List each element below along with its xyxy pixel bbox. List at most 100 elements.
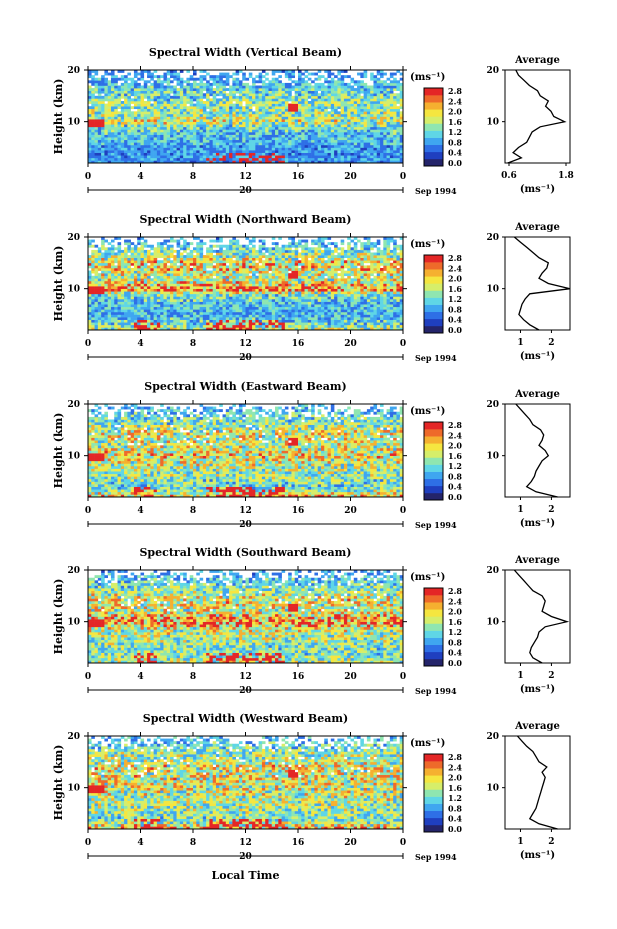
heatmap-cell [88,322,92,326]
heatmap-cell [153,139,158,143]
heatmap-cell [186,116,191,120]
heatmap-cell [209,327,213,331]
heatmap-cell [353,160,358,164]
heatmap-cell [324,121,328,125]
heatmap-cell [278,111,282,115]
heatmap-cell [219,108,223,112]
heatmap-cell [150,103,154,107]
heatmap-cell [320,75,325,79]
heatmap-cell [114,95,118,99]
heatmap-cell [156,306,161,310]
heatmap-cell [137,98,141,102]
heatmap-cell [370,157,374,161]
heatmap-cell [206,288,210,292]
heatmap-cell [334,90,338,94]
heatmap-cell [117,286,122,289]
heatmap-cell [311,88,315,91]
heatmap-cell [133,139,138,143]
heatmap-cell [357,98,361,102]
heatmap-cell [130,160,135,164]
heatmap-cell [189,116,194,120]
heatmap-cell [189,296,194,300]
heatmap-cell [380,75,384,79]
heatmap-cell [143,144,148,148]
heatmap-cell [114,98,118,102]
heatmap-cell [298,75,302,79]
heatmap-cell [206,286,210,289]
heatmap-cell [212,324,217,328]
heatmap-cell [110,280,115,284]
heatmap-cell [307,103,312,107]
heatmap-cell [150,309,154,313]
heatmap-cell [229,286,233,289]
heatmap-cell [209,121,213,125]
heatmap-cell [166,319,171,323]
heatmap-cell [363,134,368,138]
heatmap-cell [337,119,341,122]
heatmap-cell [229,101,233,104]
heatmap-cell [261,304,266,308]
heatmap-cell [275,77,279,81]
heatmap-cell [327,70,332,73]
heatmap-cell [88,280,92,284]
heatmap-cell [304,142,309,146]
heatmap-cell [248,90,253,94]
heatmap-cell [275,121,279,125]
heatmap-cell [334,126,338,130]
heatmap-cell [334,283,338,287]
heatmap-cell [117,327,122,331]
heatmap-cell [389,103,394,107]
heatmap-cell [324,317,328,320]
heatmap-cell [176,283,181,287]
heatmap-cell [88,129,92,133]
heatmap-cell [101,157,105,161]
heatmap-cell [202,304,207,308]
heatmap-cell [173,134,177,138]
heatmap-cell [209,288,213,292]
heatmap-cell [320,301,325,305]
heatmap-cell [288,139,292,143]
heatmap-cell [196,309,200,313]
heatmap-cell [366,90,371,94]
heatmap-cell [366,306,371,310]
heatmap-cell [252,116,256,120]
heatmap-cell [212,77,217,81]
heatmap-cell [248,150,253,153]
heatmap-cell [127,132,131,135]
heatmap-cell [225,306,230,310]
heatmap-cell [156,126,161,130]
heatmap-cell [330,93,335,97]
heatmap-cell [212,132,217,135]
heatmap-cell [232,286,236,289]
heatmap-cell [101,119,105,122]
heatmap-cell [88,142,92,146]
heatmap-cell [94,319,99,323]
heatmap-cell [353,155,358,159]
heatmap-cell [396,150,401,153]
heatmap-cell [370,137,374,141]
heatmap-cell [183,150,187,153]
heatmap-cell [212,126,217,130]
heatmap-cell [242,283,246,287]
heatmap-cell [304,327,309,331]
heatmap-cell [353,319,358,323]
heatmap-cell [278,327,282,331]
heatmap-cell [219,324,223,328]
heatmap-cell [212,299,217,302]
heatmap-cell [291,80,296,84]
heatmap-cell [376,98,381,102]
heatmap-cell [281,152,286,156]
heatmap-cell [386,147,391,151]
heatmap-cell [242,293,246,297]
heatmap-cell [215,113,220,117]
heatmap-cell [380,142,384,146]
heatmap-cell [179,80,184,84]
heatmap-cell [117,317,122,320]
heatmap-cell [114,288,118,292]
heatmap-cell [275,124,279,128]
heatmap-cell [209,85,213,89]
heatmap-cell [133,322,138,326]
heatmap-cell [202,101,207,104]
heatmap-cell [271,137,276,141]
heatmap-cell [170,301,174,305]
